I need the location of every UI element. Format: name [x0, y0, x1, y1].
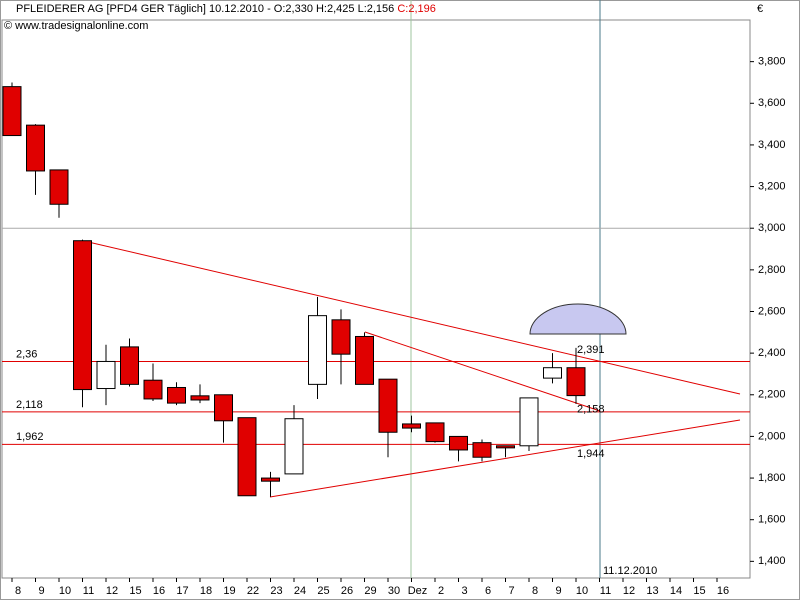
x-tick-label: 8 — [532, 585, 538, 597]
candle-body — [237, 417, 257, 497]
x-tick-label: 8 — [15, 585, 21, 597]
x-tick-label: 15 — [129, 585, 141, 597]
x-tick-label: 22 — [247, 585, 259, 597]
y-tick-label: 3,600 — [758, 97, 786, 109]
candle-body — [190, 395, 210, 401]
candle-body — [566, 367, 586, 397]
x-tick-label: 25 — [317, 585, 329, 597]
y-tick-label: 3,200 — [758, 180, 786, 192]
trend-lines — [83, 240, 741, 498]
annotation: 2,158 — [577, 403, 605, 415]
x-tick-label: 2 — [438, 585, 444, 597]
candle-body — [449, 435, 468, 451]
candle-body — [355, 335, 374, 385]
currency: € — [757, 3, 763, 15]
candle-body — [308, 315, 327, 385]
y-tick-label: 3,400 — [758, 139, 786, 151]
x-tick-label: 11 — [83, 585, 94, 597]
x-tick-label: 12 — [623, 585, 635, 597]
x-tick-label: 11 — [600, 585, 611, 597]
x-tick-label: 26 — [341, 585, 353, 597]
candle-body — [543, 367, 562, 379]
ellipse-marker — [529, 303, 627, 335]
x-tick-label: 13 — [646, 585, 658, 597]
x-tick-label: 16 — [153, 585, 165, 597]
candle-body — [425, 422, 445, 443]
y-tick-label: 2,400 — [758, 347, 786, 359]
candle-body — [284, 418, 304, 475]
level-label: 2,36 — [16, 348, 37, 360]
candle-body — [143, 379, 163, 400]
x-tick-label: 6 — [485, 585, 491, 597]
trend-line — [364, 331, 601, 412]
plot-area — [1, 19, 751, 579]
x-tick-label: 17 — [176, 585, 188, 597]
candle-body — [472, 442, 492, 458]
x-tick-label: 16 — [717, 585, 729, 597]
candle-body — [167, 386, 186, 404]
title-text: PFLEIDERER AG [PFD4 GER Täglich] 10.12.2… — [16, 3, 394, 15]
title-close: C:2,196 — [397, 3, 436, 15]
x-tick-label: 7 — [508, 585, 514, 597]
x-tick-label: 29 — [364, 585, 376, 597]
candle-body — [402, 423, 421, 429]
x-tick-label: 10 — [59, 585, 71, 597]
x-tick-label: 18 — [200, 585, 212, 597]
candle-body — [73, 240, 92, 391]
x-tick-label: Dez — [408, 585, 428, 597]
x-tick-label: 24 — [294, 585, 306, 597]
x-tick-label: 23 — [270, 585, 282, 597]
y-tick-label: 1,600 — [758, 514, 786, 526]
x-tick-label: 9 — [38, 585, 44, 597]
candle-body — [331, 319, 351, 355]
x-tick-label: 14 — [670, 585, 682, 597]
candle-body — [496, 445, 515, 449]
level-label: 1,962 — [16, 431, 44, 443]
y-tick-label: 3,800 — [758, 56, 786, 68]
candle-body — [120, 346, 139, 385]
x-tick-label: 15 — [693, 585, 705, 597]
subtitle: © www.tradesignalonline.com — [4, 20, 148, 32]
x-tick-label: 9 — [555, 585, 561, 597]
y-tick-label: 2,200 — [758, 389, 786, 401]
y-tick-label: 2,000 — [758, 430, 786, 442]
x-tick-label: 3 — [461, 585, 467, 597]
level-label: 2,118 — [16, 399, 43, 411]
candle-body — [26, 124, 45, 172]
candle-body — [96, 360, 116, 390]
annotation: 1,944 — [577, 448, 605, 460]
y-tick-label: 1,800 — [758, 472, 786, 484]
y-tick-label: 2,600 — [758, 305, 786, 317]
x-tick-label: 10 — [576, 585, 588, 597]
trend-line — [83, 240, 741, 395]
y-tick-label: 3,000 — [758, 222, 786, 234]
title: PFLEIDERER AG [PFD4 GER Täglich] 10.12.2… — [16, 3, 436, 15]
candle-body — [261, 477, 280, 482]
y-tick-label: 1,400 — [758, 555, 786, 567]
y-tick-label: 2,800 — [758, 264, 786, 276]
date-label: 11.12.2010 — [603, 565, 657, 577]
candle-body — [214, 394, 233, 422]
candle-body — [378, 378, 398, 433]
candle-body — [519, 397, 539, 447]
x-tick-label: 30 — [388, 585, 400, 597]
trend-line — [269, 419, 741, 498]
candle-body — [2, 86, 22, 137]
candle-body — [49, 169, 69, 205]
annotation: 2,391 — [577, 344, 605, 356]
x-tick-label: 12 — [106, 585, 118, 597]
x-tick-label: 19 — [223, 585, 235, 597]
